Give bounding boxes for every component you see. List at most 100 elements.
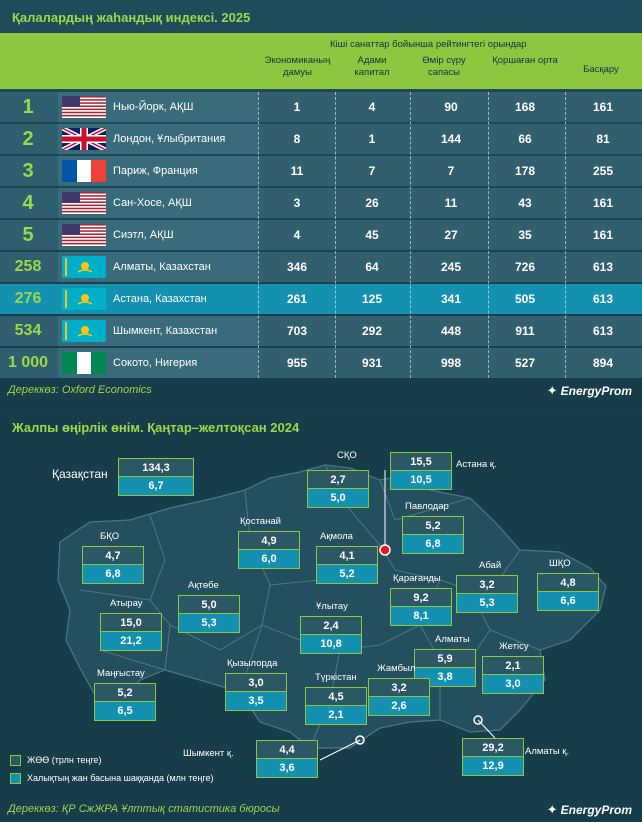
region-1-label: Астана қ.: [456, 459, 497, 470]
region-3-value-box: 4,9 6,0: [238, 531, 300, 569]
values-cell: [258, 348, 642, 378]
rank-value: 726: [514, 260, 536, 274]
column-header-quality-of-life: Өмір сүру сапасы: [422, 55, 466, 78]
table-row: 1 Нью-Йорк, АҚШ 1 4 90 168 161: [0, 92, 642, 122]
rank-number: 2: [22, 128, 34, 150]
column-header-economy: Экономиканың дамуы: [264, 55, 331, 78]
region-grp: 15,5: [391, 453, 451, 471]
rank-number: 5: [22, 224, 34, 246]
city-name: Астана, Казахстан: [113, 293, 207, 305]
rank-value: 64: [365, 260, 379, 274]
region-5-label: БҚО: [100, 531, 120, 542]
region-1-value-box: 15,5 10,5: [390, 452, 452, 490]
rank-value: 1: [293, 100, 301, 114]
rank-value: 35: [518, 228, 532, 242]
region-per-capita: 6,6: [538, 592, 598, 610]
rank-value: 613: [592, 324, 614, 338]
rank-value: 955: [286, 356, 308, 370]
region-9-value-box: 9,2 8,1: [390, 588, 452, 626]
values-cell: [258, 156, 642, 186]
column-divider: [488, 92, 489, 378]
rank-value: 7: [447, 164, 455, 178]
values-cell: [258, 92, 642, 122]
region-per-capita: 6,8: [83, 565, 143, 583]
region-14-label: Маңғыстау: [97, 668, 145, 679]
rank-value: 527: [514, 356, 536, 370]
region-per-capita: 5,0: [308, 489, 368, 507]
rank-number: 1: [22, 96, 34, 118]
region-per-capita: 10,5: [391, 471, 451, 489]
logo-text: EnergyProm: [560, 803, 632, 817]
rank-number: 534: [14, 322, 42, 339]
logo-text: EnergyProm: [560, 384, 632, 398]
region-grp: 3,0: [226, 674, 286, 692]
column-header-environment: Қоршаған орта: [492, 55, 558, 66]
values-cell: [258, 220, 642, 250]
rank-number: 4: [22, 192, 34, 214]
column-divider: [335, 92, 336, 378]
region-9-label: Қарағанды: [393, 573, 441, 584]
rank-number: 1 000: [7, 354, 49, 371]
rank-value: 45: [365, 228, 379, 242]
region-grp: 3,2: [369, 679, 429, 697]
rank-value: 505: [514, 292, 536, 306]
region-12-value-box: 5,9 3,8: [414, 649, 476, 687]
country-value-box: 134,3 6,7: [118, 458, 194, 496]
values-cell: [258, 188, 642, 218]
region-19-label: Алматы қ.: [525, 746, 570, 757]
rank-value: 8: [293, 132, 301, 146]
city-name: Лондон, Ұлыбритания: [113, 133, 226, 145]
table-row: 2 Лондон, Ұлыбритания 8 1 144 66 81: [0, 124, 642, 154]
rank-value: 81: [596, 132, 610, 146]
rank-value: 255: [592, 164, 614, 178]
rank-value: 448: [440, 324, 462, 338]
values-cell: [258, 284, 642, 314]
rank-cell: [0, 156, 58, 186]
rank-number: 3: [22, 160, 34, 182]
legend-per-capita-swatch: [10, 773, 21, 784]
column-divider: [258, 92, 259, 378]
rank-value: 931: [361, 356, 383, 370]
rank-value: 161: [592, 228, 614, 242]
region-grp: 2,4: [301, 617, 361, 635]
shymkent-marker: [355, 735, 365, 745]
region-17-label: Жамбыл: [377, 663, 416, 674]
region-grp: 5,2: [95, 684, 155, 702]
region-16-label: Түркістан: [315, 672, 357, 683]
column-divider: [410, 92, 411, 378]
region-2-label: Павлодар: [405, 501, 449, 512]
rank-value: 911: [515, 324, 535, 338]
region-grp: 2,7: [308, 471, 368, 489]
region-15-value-box: 3,0 3,5: [225, 673, 287, 711]
region-per-capita: 5,2: [317, 565, 377, 583]
region-7-label: Абай: [479, 560, 502, 571]
region-per-capita: 6,5: [95, 702, 155, 720]
rank-value: 703: [286, 324, 308, 338]
legend-grp-label: ЖӨӨ (трлн теңге): [27, 755, 102, 765]
rank-value: 161: [592, 100, 614, 114]
city-index-panel: Қалалардың жаһандық индексі. 2025 Кіші с…: [0, 0, 642, 410]
region-18-value-box: 4,4 3,6: [256, 740, 318, 778]
region-2-value-box: 5,2 6,8: [402, 516, 464, 554]
region-4-value-box: 4,1 5,2: [316, 546, 378, 584]
kz-flag-icon: [62, 288, 106, 310]
rank-cell: [0, 284, 58, 314]
region-18-label: Шымкент қ.: [183, 748, 234, 759]
rank-value: 1: [368, 132, 376, 146]
kz-flag-icon: [62, 256, 106, 278]
rank-value: 178: [514, 164, 536, 178]
values-cell: [258, 252, 642, 282]
region-per-capita: 6,0: [239, 550, 299, 568]
legend-per-capita-label: Халықтың жан басына шаққанда (млн теңге): [27, 773, 214, 783]
table-row: 534 Шымкент, Казахстан 703 292 448 911 613: [0, 316, 642, 346]
rank-value: 11: [444, 196, 458, 210]
rank-number: 276: [14, 290, 42, 307]
rank-value: 168: [514, 100, 536, 114]
rank-value: 66: [518, 132, 532, 146]
rank-value: 90: [444, 100, 458, 114]
city-name: Нью-Йорк, АҚШ: [113, 101, 194, 113]
rank-cell: [0, 188, 58, 218]
rank-value: 27: [444, 228, 458, 242]
region-per-capita: 3,6: [257, 759, 317, 777]
region-grp: 2,1: [483, 657, 543, 675]
